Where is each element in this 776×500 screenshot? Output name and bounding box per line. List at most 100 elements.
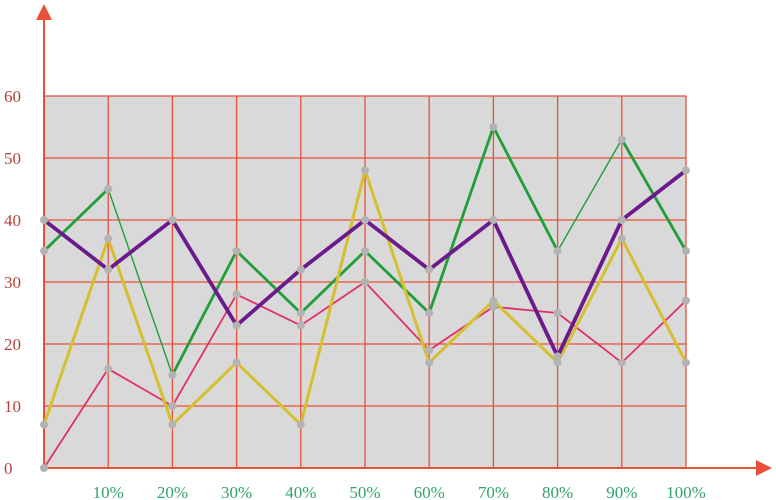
series-4: [42, 168, 688, 359]
series-2-point: [425, 346, 434, 355]
series-3-segment: [427, 299, 495, 365]
series-1-segment: [491, 125, 559, 253]
x-tick-label: 20%: [157, 483, 188, 500]
series-3: [42, 168, 688, 427]
series-2-point: [40, 464, 48, 472]
series-1-point: [682, 247, 690, 255]
series-3-point: [296, 420, 305, 429]
series-3-point: [104, 234, 113, 243]
series-3-segment: [170, 361, 239, 427]
series-4-point: [296, 265, 305, 274]
y-tick-label: 50: [4, 149, 21, 168]
x-tick-label: 50%: [349, 483, 380, 500]
series-4-point: [232, 321, 241, 330]
series-1-point: [553, 247, 562, 255]
series-2-point: [104, 364, 113, 373]
series-3-segment: [363, 168, 431, 365]
series-3-point: [617, 234, 626, 243]
series-4-point: [104, 265, 113, 274]
series-2-point: [489, 302, 498, 311]
x-tick-label: 10%: [93, 483, 124, 500]
series-2-segment: [428, 305, 495, 352]
series-3-point: [489, 296, 498, 305]
x-tick-labels: 10% 20% 30% 40% 50% 60% 70% 80% 90% 100%: [93, 483, 706, 500]
y-axis-arrowhead: [36, 4, 52, 20]
series-3-segment: [299, 168, 367, 427]
y-tick-label: 20: [4, 335, 21, 354]
series-1-point: [232, 247, 241, 255]
series-1-point: [104, 185, 113, 193]
series-3-point: [553, 358, 562, 367]
series-4-segment: [555, 218, 624, 359]
series-4-segment: [234, 267, 303, 328]
series-2-point: [617, 358, 626, 367]
series-4-point: [617, 216, 626, 224]
series-1-segment: [556, 138, 623, 252]
series-4-segment: [106, 218, 175, 272]
x-tick-label: 90%: [606, 483, 637, 500]
series-2-point: [232, 290, 241, 299]
series-4-point: [361, 216, 369, 224]
series-2-segment: [492, 305, 559, 314]
series-4-point: [168, 216, 177, 224]
series-4-point: [553, 352, 562, 361]
series-2-segment: [171, 293, 238, 407]
series-4-segment: [42, 218, 111, 272]
series-2-segment: [107, 367, 174, 407]
series-3-segment: [106, 237, 174, 427]
x-tick-label: 30%: [221, 483, 252, 500]
series-1-point: [425, 309, 434, 317]
series-3-point: [232, 358, 241, 367]
series-3-segment: [491, 299, 560, 365]
series-3-point: [40, 420, 48, 429]
series-2-segment: [364, 281, 431, 352]
series-3-segment: [42, 237, 110, 427]
x-tick-label: 60%: [414, 483, 445, 500]
series-4-point: [425, 265, 434, 274]
markers-group: [40, 123, 690, 472]
y-tick-label: 60: [4, 87, 21, 106]
series-3-segment: [556, 237, 624, 365]
series-1-point: [168, 371, 177, 379]
series-3-point: [682, 358, 690, 367]
x-tick-label: 70%: [478, 483, 509, 500]
x-tick-label: 80%: [542, 483, 573, 500]
series-1-segment: [299, 249, 367, 315]
x-tick-label: 100%: [666, 483, 706, 500]
series-2-point: [296, 321, 305, 330]
series-2-segment: [299, 281, 366, 327]
series-4-segment: [298, 218, 367, 272]
series-1-point: [617, 135, 626, 144]
series-1-segment: [363, 249, 431, 315]
series-2-segment: [620, 299, 687, 364]
series-3-segment: [235, 361, 303, 427]
series-1-segment: [427, 125, 495, 315]
series-2-point: [682, 296, 690, 305]
series-4-segment: [363, 218, 432, 272]
series-2-point: [168, 402, 177, 410]
series-2-segment: [235, 293, 302, 327]
series-group: [42, 125, 688, 469]
series-3-point: [361, 166, 369, 175]
series-4-segment: [170, 218, 239, 328]
series-2-segment: [556, 312, 623, 364]
series-1-segment: [107, 188, 174, 376]
series-2-segment: [43, 367, 110, 469]
x-tick-label: 40%: [285, 483, 316, 500]
y-tick-labels: 0 10 20 30 40 50 60: [4, 87, 21, 478]
series-2: [43, 281, 687, 469]
series-1-segment: [42, 187, 110, 253]
series-1-point: [40, 247, 48, 255]
series-2-point: [361, 278, 369, 286]
series-3-point: [168, 420, 177, 429]
series-2-point: [553, 309, 562, 317]
series-1-point: [296, 309, 305, 317]
y-tick-label: 0: [4, 459, 13, 478]
series-4-point: [489, 216, 498, 224]
y-tick-label: 30: [4, 273, 21, 292]
series-1-point: [489, 123, 498, 131]
axes: [36, 4, 772, 476]
series-1-segment: [235, 249, 303, 315]
series-4-segment: [491, 218, 560, 359]
